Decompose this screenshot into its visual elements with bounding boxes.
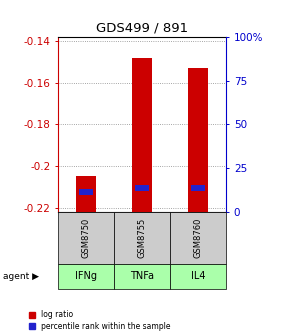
Text: IFNg: IFNg [75,271,97,281]
Text: TNFa: TNFa [130,271,154,281]
Title: GDS499 / 891: GDS499 / 891 [96,22,188,34]
Bar [191,185,205,191]
Bar [188,68,208,212]
Text: GSM8760: GSM8760 [194,217,203,258]
Bar [79,189,93,195]
Bar [76,176,96,212]
Bar [135,185,149,191]
Legend: log ratio, percentile rank within the sample: log ratio, percentile rank within the sa… [27,309,172,332]
Bar [132,58,152,212]
Text: GSM8755: GSM8755 [137,218,147,258]
Text: agent ▶: agent ▶ [3,272,39,281]
Text: GSM8750: GSM8750 [81,218,90,258]
Text: IL4: IL4 [191,271,205,281]
